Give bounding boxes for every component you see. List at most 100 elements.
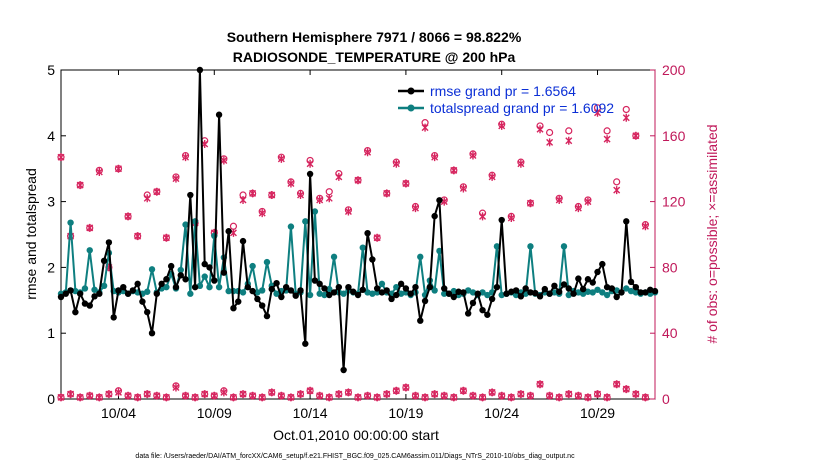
totalspread-point xyxy=(527,243,534,250)
rmse-point xyxy=(436,197,443,204)
obs-assimilated-marker xyxy=(114,388,122,397)
obs-assimilated-marker xyxy=(536,125,544,134)
obs-assimilated-marker xyxy=(277,154,285,163)
rmse-point xyxy=(167,262,175,270)
rmse-point xyxy=(421,297,429,305)
rmse-point xyxy=(239,237,247,245)
obs-assimilated-marker xyxy=(297,390,305,399)
obs-assimilated-marker xyxy=(86,391,94,400)
obs-assimilated-marker xyxy=(172,174,180,183)
obs-assimilated-marker xyxy=(335,390,343,399)
y-tick-label: 2 xyxy=(47,259,55,275)
rmse-point xyxy=(445,290,453,297)
rmse-point xyxy=(555,288,563,295)
rmse-point xyxy=(426,283,434,291)
obs-assimilated-marker xyxy=(565,136,573,145)
rmse-point xyxy=(479,306,486,314)
rmse-point xyxy=(378,289,386,296)
obs-assimilated-marker xyxy=(546,391,554,400)
rmse-point xyxy=(464,310,472,317)
rmse-point xyxy=(72,308,79,316)
totalspread-point xyxy=(239,289,247,296)
rmse-point xyxy=(345,283,352,291)
totalspread-point xyxy=(163,283,170,291)
obs-assimilated-marker xyxy=(57,393,65,402)
totalspread-point xyxy=(627,287,635,295)
x-tick-label: 10/24 xyxy=(484,405,519,421)
rmse-point xyxy=(560,281,568,288)
obs-assimilated-marker xyxy=(373,393,381,402)
x-tick-label: 10/09 xyxy=(197,405,232,421)
totalspread-point xyxy=(589,289,596,296)
totalspread-point xyxy=(144,288,151,295)
y2-tick-label: 40 xyxy=(662,325,678,341)
totalspread-point xyxy=(86,247,93,254)
y2-tick-label: 80 xyxy=(662,259,678,275)
obs-assimilated-marker xyxy=(172,383,180,392)
totalspread-point xyxy=(378,280,386,288)
obs-assimilated-marker xyxy=(277,391,285,400)
rmse-point xyxy=(326,291,333,299)
totalspread-point xyxy=(417,253,424,261)
rmse-point xyxy=(144,308,151,316)
rmse-point xyxy=(206,264,213,271)
obs-possible-marker xyxy=(622,105,630,114)
totalspread-point xyxy=(148,266,156,273)
rmse-point xyxy=(316,280,323,288)
obs-assimilated-marker xyxy=(229,393,237,402)
totalspread-point xyxy=(249,262,256,270)
data-file-footnote: data file: /Users/raeder/DAI/ATM_forcXX/… xyxy=(135,453,575,460)
totalspread-point xyxy=(326,285,333,293)
obs-assimilated-marker xyxy=(498,391,506,400)
obs-assimilated-marker xyxy=(498,121,506,130)
rmse-point xyxy=(402,285,410,292)
rmse-point xyxy=(618,289,625,296)
totalspread-point xyxy=(584,288,592,295)
rmse-point xyxy=(594,268,601,276)
rmse-point xyxy=(225,228,232,235)
obs-assimilated-marker xyxy=(335,172,343,181)
totalspread-point xyxy=(613,287,620,294)
rmse-point xyxy=(172,283,180,291)
totalspread-point xyxy=(431,287,438,294)
obs-assimilated-marker xyxy=(469,151,477,160)
rmse-point xyxy=(417,317,424,324)
y2-tick-label: 200 xyxy=(662,62,686,78)
totalspread-point xyxy=(187,290,194,297)
obs-assimilated-marker xyxy=(220,156,228,165)
obs-assimilated-marker xyxy=(114,164,122,173)
obs-assimilated-marker xyxy=(565,390,573,399)
obs-assimilated-marker xyxy=(344,388,352,397)
totalspread-point xyxy=(369,290,376,297)
obs-assimilated-marker xyxy=(153,391,161,400)
totalspread-point xyxy=(196,282,204,290)
rmse-point xyxy=(134,280,141,288)
totalspread-point xyxy=(498,291,505,299)
y-tick-label: 4 xyxy=(47,128,55,144)
rmse-point xyxy=(373,285,381,292)
obs-assimilated-marker xyxy=(153,187,161,196)
totalspread-point xyxy=(436,247,443,255)
rmse-point xyxy=(278,293,285,301)
rmse-point xyxy=(153,290,161,297)
rmse-point xyxy=(388,295,395,303)
x-tick-label: 10/04 xyxy=(101,405,136,421)
rmse-point xyxy=(86,302,93,309)
totalspread-point xyxy=(623,285,630,292)
rmse-point xyxy=(220,269,228,276)
obs-assimilated-marker xyxy=(546,138,554,147)
obs-assimilated-marker xyxy=(517,390,525,399)
obs-assimilated-marker xyxy=(526,391,534,400)
obs-assimilated-marker xyxy=(105,390,113,399)
rmse-point xyxy=(81,300,89,307)
obs-assimilated-marker xyxy=(354,393,362,402)
obs-assimilated-marker xyxy=(210,391,218,400)
obs-assimilated-marker xyxy=(392,159,400,168)
rmse-point xyxy=(187,191,194,199)
obs-assimilated-marker xyxy=(344,207,352,216)
rmse-point xyxy=(532,289,539,297)
totalspread-point xyxy=(81,285,89,292)
rmse-point xyxy=(517,293,525,300)
obs-assimilated-marker xyxy=(316,391,324,400)
rmse-point xyxy=(211,277,218,284)
